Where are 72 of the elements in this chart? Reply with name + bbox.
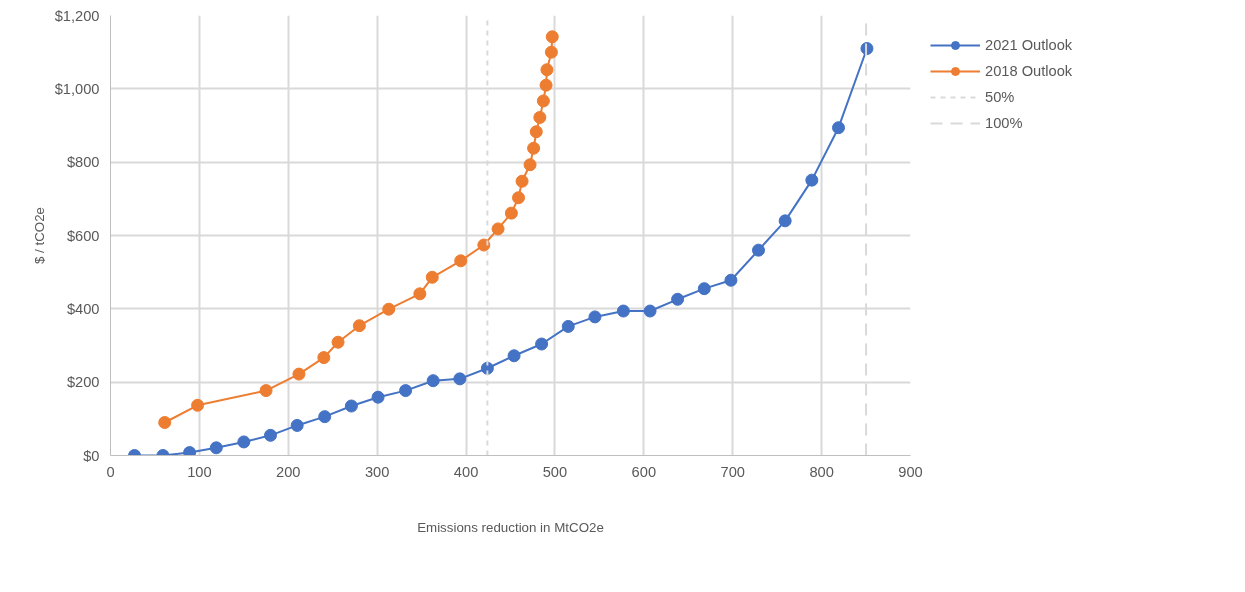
point [209, 441, 223, 455]
point [588, 310, 602, 324]
point [491, 222, 505, 236]
legend-label: 100% [985, 115, 1023, 131]
point [371, 390, 385, 404]
point [318, 410, 332, 424]
point [191, 398, 205, 412]
point [317, 351, 331, 365]
point [382, 302, 396, 316]
point [454, 254, 468, 268]
x-tick-label: 800 [809, 463, 834, 480]
point [292, 367, 306, 381]
point [527, 141, 541, 155]
point [504, 206, 518, 220]
point [545, 30, 559, 44]
point [671, 292, 685, 306]
x-tick-label: 400 [453, 463, 479, 480]
point [536, 94, 550, 108]
point [533, 110, 547, 124]
legend-label: 2018 Outlook [985, 63, 1073, 79]
point [529, 125, 543, 139]
point [535, 337, 549, 351]
point [616, 304, 630, 318]
y-tick-label: $1,200 [54, 7, 100, 24]
point [290, 418, 304, 432]
point [561, 319, 575, 333]
point [426, 374, 440, 388]
point [752, 243, 765, 257]
point [158, 416, 172, 429]
x-tick-label: 100 [187, 463, 212, 480]
y-tick-label: $200 [66, 374, 100, 391]
point [523, 158, 537, 172]
point [352, 319, 366, 333]
point [832, 121, 845, 135]
y-tick-label: $800 [66, 154, 100, 171]
point [539, 78, 553, 92]
point [643, 304, 657, 318]
y-axis-title: $ / tCO2e [31, 206, 47, 265]
point [778, 214, 792, 228]
point [399, 384, 413, 398]
point [515, 174, 529, 188]
point [331, 335, 345, 349]
point [425, 270, 439, 284]
point [259, 384, 273, 398]
x-tick-label: 700 [720, 463, 745, 480]
legend-label: 2021 Outlook [985, 37, 1073, 53]
x-tick-label: 300 [364, 463, 390, 480]
x-tick-label: 600 [631, 463, 657, 480]
point [540, 63, 554, 77]
point [512, 191, 525, 205]
x-axis-title: Emissions reduction in MtCO2e [417, 519, 604, 535]
point [237, 435, 251, 449]
x-tick-label: 500 [542, 463, 568, 480]
x-tick-label: 900 [898, 463, 923, 480]
point [344, 399, 358, 413]
x-tick-label: 0 [106, 463, 115, 480]
point [697, 282, 711, 296]
y-tick-label: $0 [83, 447, 100, 464]
y-tick-label: $400 [66, 300, 100, 317]
point [453, 372, 467, 386]
point [724, 273, 738, 287]
point [544, 45, 558, 59]
point [507, 349, 521, 363]
point [183, 446, 197, 456]
point [264, 428, 277, 442]
y-tick-label: $1,000 [54, 80, 100, 97]
legend-label: 50% [985, 89, 1015, 105]
point [413, 287, 427, 301]
x-tick-label: 200 [276, 463, 301, 480]
point [477, 238, 491, 252]
point [805, 173, 819, 187]
y-tick-label: $600 [66, 227, 100, 244]
